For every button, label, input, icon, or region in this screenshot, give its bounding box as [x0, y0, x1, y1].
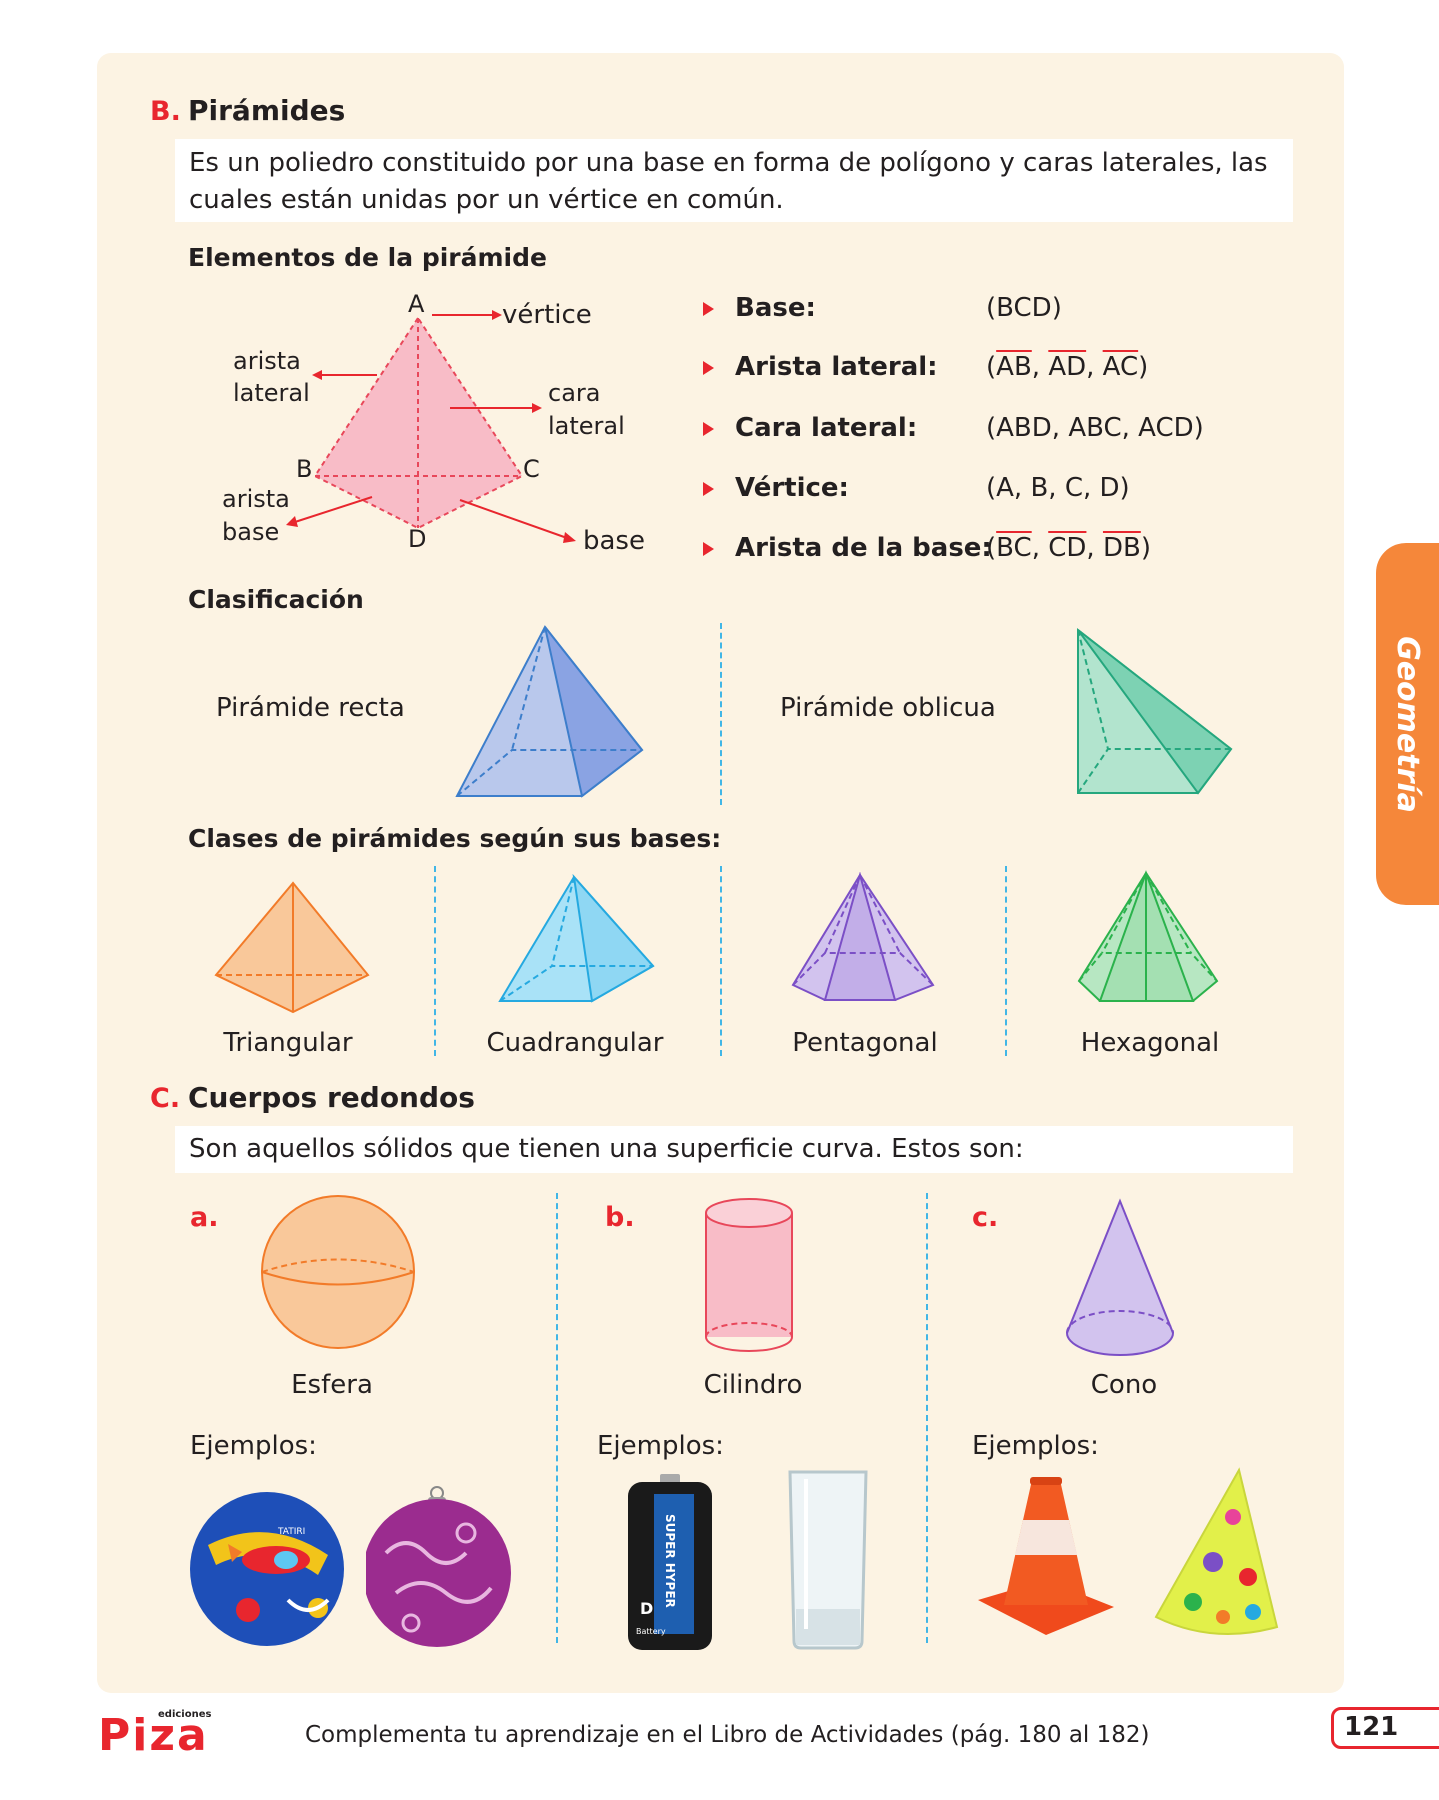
- cylinder-figure: [705, 1198, 793, 1352]
- geometry-side-tab-label: Geometría: [1390, 635, 1426, 813]
- right-pyramid-label: Pirámide recta: [216, 693, 405, 723]
- quadrangular-caption: Cuadrangular: [486, 1028, 664, 1058]
- arista-lateral-label-2: lateral: [233, 379, 310, 407]
- bases-divider-3: [1005, 866, 1007, 1056]
- vertice-label: vértice: [502, 300, 592, 330]
- pyramid-definition: Es un poliedro constituido por una base …: [175, 139, 1293, 222]
- sphere-caption: Esfera: [291, 1370, 373, 1400]
- section-c-title: Cuerpos redondos: [188, 1081, 475, 1114]
- page-number-box: [1331, 1707, 1439, 1749]
- oblique-pyramid-figure: [1077, 627, 1233, 795]
- oblique-pyramid-label: Pirámide oblicua: [780, 693, 996, 723]
- item-c-letter: c.: [972, 1202, 999, 1233]
- round-divider-1: [556, 1193, 558, 1643]
- cone-caption: Cono: [1090, 1370, 1158, 1400]
- hexagonal-pyramid-figure: [1077, 870, 1219, 1002]
- traffic-cone-image: [978, 1477, 1114, 1635]
- cone-figure: [1065, 1198, 1175, 1356]
- cylinder-examples-label: Ejemplos:: [597, 1431, 724, 1461]
- arista-lateral-label-1: arista: [233, 347, 301, 375]
- triangular-caption: Triangular: [223, 1028, 353, 1058]
- arista-base-label-2: base: [222, 518, 280, 546]
- piza-logo: Piza: [98, 1710, 209, 1761]
- classification-heading: Clasificación: [188, 585, 364, 614]
- arista-base-label-1: arista: [222, 485, 290, 513]
- classification-divider: [720, 623, 722, 805]
- bases-heading: Clases de pirámides según sus bases:: [188, 824, 722, 853]
- item-b-letter: b.: [605, 1202, 635, 1233]
- cylinder-caption: Cilindro: [703, 1370, 803, 1400]
- vertex-c-label: C: [523, 455, 540, 483]
- bullet-triangle-icon: [703, 542, 714, 556]
- footer-text: Complementa tu aprendizaje en el Libro d…: [305, 1722, 1150, 1748]
- sphere-examples-label: Ejemplos:: [190, 1431, 317, 1461]
- right-pyramid-figure: [455, 625, 644, 798]
- bases-divider-2: [720, 866, 722, 1056]
- piza-logo-small: ediciones: [158, 1709, 212, 1720]
- party-hat-image: [1154, 1467, 1279, 1636]
- page-number: 121: [1344, 1712, 1399, 1742]
- quadrangular-pyramid-figure: [498, 874, 655, 1003]
- item-a-letter: a.: [190, 1202, 219, 1233]
- bullet-triangle-icon: [703, 422, 714, 436]
- pentagonal-pyramid-figure: [791, 872, 935, 1001]
- geometry-side-tab: [1376, 543, 1439, 905]
- bullet-triangle-icon: [703, 302, 714, 316]
- base-label: base: [583, 526, 645, 556]
- sphere-figure: [261, 1195, 415, 1349]
- ornament-image: [366, 1486, 511, 1647]
- round-bodies-definition: Son aquellos sólidos que tienen una supe…: [175, 1126, 1293, 1173]
- triangular-pyramid-figure: [214, 881, 370, 1014]
- battery-brand-text: SUPER HYPER: [663, 1514, 677, 1608]
- section-c-letter: C.: [150, 1083, 181, 1114]
- cone-examples-label: Ejemplos:: [972, 1431, 1099, 1461]
- vertex-a-label: A: [408, 290, 425, 318]
- round-divider-2: [926, 1193, 928, 1643]
- pyramid-elements-diagram: [286, 310, 576, 543]
- vertex-b-label: B: [296, 455, 313, 483]
- bullet-triangle-icon: [703, 482, 714, 496]
- section-b-letter: B.: [150, 96, 181, 127]
- ball-image: TATIRI: [190, 1492, 344, 1646]
- pentagonal-caption: Pentagonal: [792, 1028, 938, 1058]
- vertex-d-label: D: [408, 525, 427, 553]
- section-b-title: Pirámides: [188, 94, 346, 127]
- bullet-triangle-icon: [703, 361, 714, 375]
- elements-heading: Elementos de la pirámide: [188, 243, 547, 272]
- cara-lateral-label-2: lateral: [548, 412, 625, 440]
- battery-image: SUPER HYPER D Battery: [628, 1474, 712, 1650]
- glass-image: [788, 1470, 868, 1650]
- bases-divider-1: [434, 866, 436, 1056]
- ball-brand-text: TATIRI: [277, 1527, 305, 1537]
- battery-size-text: D: [640, 1599, 653, 1618]
- hexagonal-caption: Hexagonal: [1080, 1028, 1220, 1058]
- cara-lateral-label-1: cara: [548, 379, 601, 407]
- battery-word-text: Battery: [636, 1627, 666, 1636]
